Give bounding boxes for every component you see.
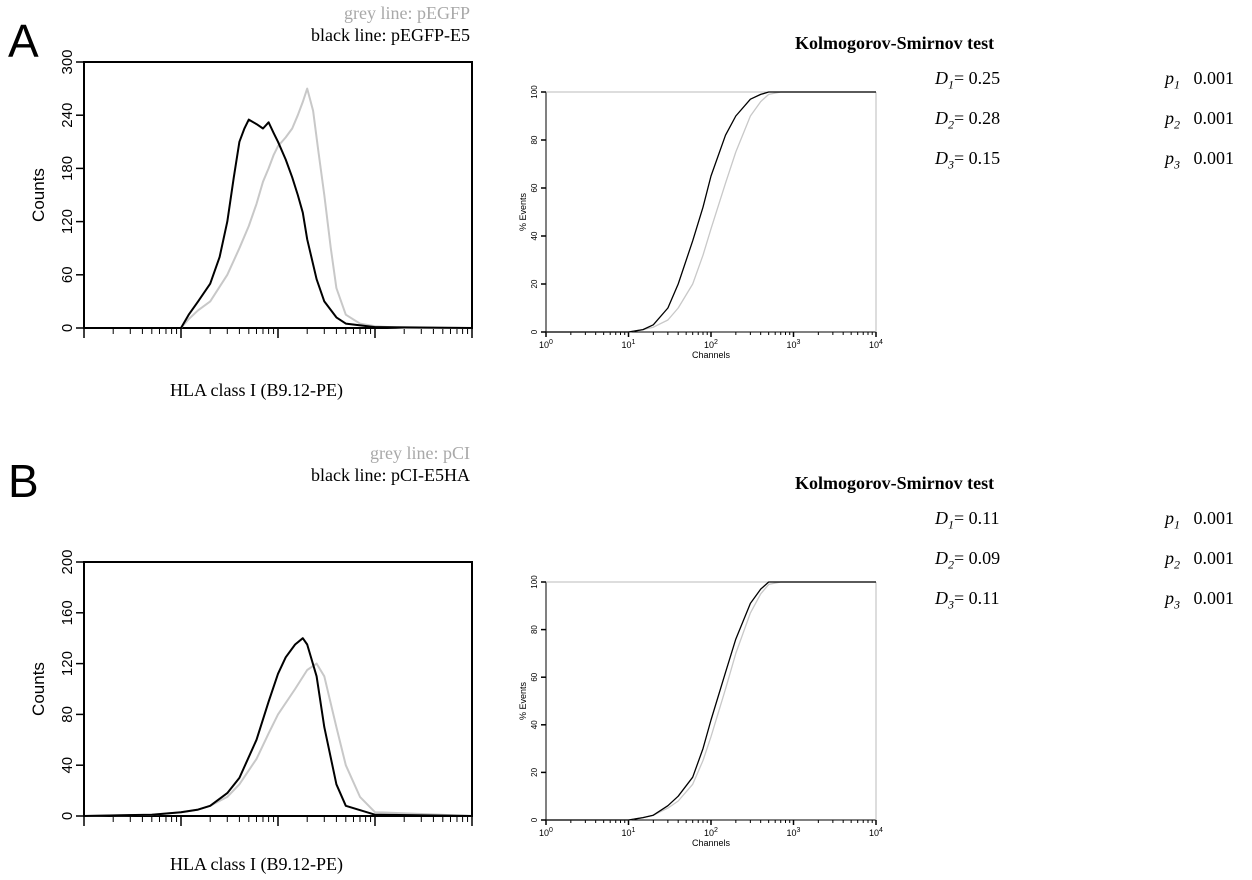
ks-p3: p3 0.001 (1165, 148, 1234, 172)
histogram-chart: 0 60 120 180 240 300 Counts (29, 49, 473, 338)
plot-frame (546, 92, 876, 332)
y-tick-label: 180 (59, 156, 76, 181)
y-tick-label: 0 (59, 812, 76, 820)
panel-b: B grey line: pCI black line: pCI-E5HA Ko… (0, 440, 1252, 880)
y-tick-label: 240 (59, 103, 76, 128)
cdf-chart: 0 20 40 60 80 100 % Events 100 101 102 103 104 Chann… (518, 575, 883, 848)
x-tick-label: 101 (622, 339, 636, 350)
y-tick-label: 0 (59, 324, 76, 332)
legend-grey-line: grey line: pEGFP (344, 3, 470, 23)
ks-d3: D3= 0.15 (935, 148, 1001, 172)
y-tick-label: 20 (530, 767, 539, 776)
panel-a: A grey line: pEGFP black line: pEGFP-E5 … (0, 2, 1234, 400)
x-axis-label: Channels (692, 838, 731, 848)
x-tick-label: 103 (787, 339, 801, 350)
series-line-pegfp (84, 87, 472, 329)
x-tick-label: 100 (539, 339, 553, 350)
legend: grey line: pEGFP black line: pEGFP-E5 (0, 2, 470, 46)
panel-letter: B (8, 455, 39, 507)
y-tick-label: 100 (530, 85, 539, 99)
y-tick-label: 80 (59, 706, 76, 723)
ks-title: Kolmogorov-Smirnov test (795, 473, 995, 493)
y-axis-label: Counts (29, 662, 48, 716)
y-tick-label: 60 (530, 183, 539, 192)
y-tick-label: 60 (59, 266, 76, 283)
plot-frame (546, 582, 876, 820)
ks-title: Kolmogorov-Smirnov test (795, 33, 995, 53)
cdf-chart: 0 20 40 60 80 100 % Events 100 101 102 103 104 Chann… (518, 85, 883, 360)
legend-black-line: black line: pCI-E5HA (311, 465, 470, 485)
histogram-chart: 0 40 80 120 160 200 Counts (29, 549, 473, 826)
y-axis-label: % Events (518, 192, 528, 231)
histogram-x-axis-label: HLA class I (B9.12-PE) (170, 854, 343, 874)
y-tick-label: 0 (530, 817, 539, 822)
ks-p1: p1 0.001 (1165, 508, 1234, 532)
x-tick-label: 101 (622, 827, 636, 838)
y-tick-label: 80 (530, 135, 539, 144)
x-axis-label: Channels (692, 350, 731, 360)
series-line-pegfp (546, 91, 876, 333)
ks-p2: p2 0.001 (1165, 108, 1234, 132)
x-tick-label: 100 (539, 827, 553, 838)
y-tick-label: 200 (59, 549, 76, 574)
y-tick-label: 40 (530, 720, 539, 729)
legend: grey line: pCI black line: pCI-E5HA (0, 442, 470, 486)
x-tick-label: 104 (869, 339, 883, 350)
x-tick-label: 102 (704, 339, 718, 350)
legend-black-line: black line: pEGFP-E5 (311, 25, 470, 45)
x-tick-label: 104 (869, 827, 883, 838)
y-axis-label: Counts (29, 168, 48, 222)
y-tick-label: 80 (530, 625, 539, 634)
series-line-pci-e5ha (83, 637, 473, 817)
ks-p3: p3 0.001 (1165, 588, 1234, 612)
panel-letter: A (8, 15, 39, 67)
series-line-pegfp-e5 (84, 118, 473, 329)
legend-grey-line: grey line: pCI (370, 443, 470, 463)
series-line-pci-e5ha (546, 581, 876, 821)
y-tick-label: 100 (530, 575, 539, 589)
ks-p1: p1 0.001 (1165, 68, 1234, 92)
y-tick-label: 300 (59, 49, 76, 74)
x-tick-label: 103 (787, 827, 801, 838)
y-tick-label: 160 (59, 600, 76, 625)
ks-d2: D2= 0.28 (935, 108, 1001, 132)
y-tick-label: 120 (59, 209, 76, 234)
y-axis-label: % Events (518, 681, 528, 720)
y-tick-label: 0 (530, 329, 539, 334)
y-tick-label: 60 (530, 672, 539, 681)
y-tick-label: 20 (530, 279, 539, 288)
y-tick-label: 40 (530, 231, 539, 240)
series-line-pci (546, 581, 876, 821)
ks-d1: D1= 0.11 (935, 508, 1000, 532)
ks-d1: D1= 0.25 (935, 68, 1001, 92)
y-tick-label: 40 (59, 757, 76, 774)
series-line-pegfp-e5 (546, 91, 876, 333)
y-tick-label: 120 (59, 651, 76, 676)
ks-d3: D3= 0.11 (935, 588, 1000, 612)
ks-d2: D2= 0.09 (935, 548, 1001, 572)
histogram-x-axis-label: HLA class I (B9.12-PE) (170, 380, 343, 400)
x-tick-label: 102 (704, 827, 718, 838)
ks-p2: p2 0.001 (1165, 548, 1234, 572)
